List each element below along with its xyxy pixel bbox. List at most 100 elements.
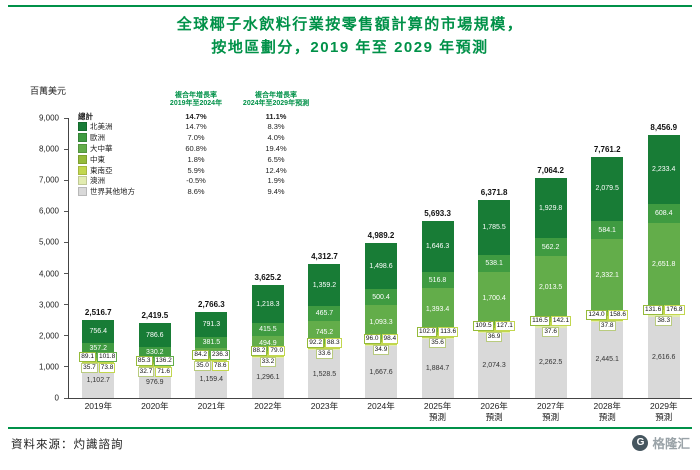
- small-segments-callout: 89.1 101.8 35.7 73.8: [62, 351, 135, 373]
- bar-column: 1,528.5 745.2 465.7 1,359.2 4,312.7 92.2 88.3 3…: [296, 118, 353, 398]
- y-axis-tick-mark: [64, 241, 68, 243]
- bar-segment: 500.4: [365, 289, 397, 306]
- bar-segment: [308, 346, 341, 350]
- segment-value-label: 1,785.5: [482, 224, 506, 232]
- bar-total-label: 8,456.9: [650, 122, 678, 132]
- segment-value-label: 516.8: [428, 276, 447, 284]
- y-axis-tick-mark: [64, 179, 68, 181]
- small-segment-value: 101.8: [96, 351, 118, 362]
- bar-segment: 465.7: [308, 306, 341, 321]
- legend-cagr-2024-2029-value: 19.4%: [265, 144, 287, 154]
- y-axis-tick-label: 9,000: [38, 113, 59, 123]
- x-axis-year: 2021年: [197, 401, 226, 411]
- legend-header-cagr-2019-2024: 複合年增長率 2019年至2024年: [162, 92, 230, 109]
- y-axis-tick-mark: [64, 273, 68, 275]
- legend-cagr-2019-2024-value: 14.7%: [185, 111, 207, 121]
- legend-region-name: 中東: [90, 154, 105, 164]
- bar-column: 1,667.6 1,093.3 500.4 1,498.6 4,989.2 96.0 98.…: [353, 118, 410, 398]
- stacked-bar: 1,528.5 745.2 465.7 1,359.2: [308, 263, 341, 398]
- bar-column: 2,262.5 2,013.5 562.2 1,929.8 7,064.2 116.5 14…: [522, 118, 579, 398]
- segment-value-label: 1,528.5: [312, 370, 337, 378]
- bar-segment: [591, 315, 624, 321]
- legend-swatch: [78, 133, 87, 143]
- bar-segment: [195, 360, 228, 362]
- segment-value-label: 1,700.4: [482, 295, 506, 303]
- small-segment-value: 102.9: [417, 327, 438, 338]
- small-segments-callout: 92.2 88.3 33.6: [288, 338, 361, 360]
- legend-cagr-2019-2024-value: 7.0%: [187, 133, 205, 143]
- callout-row: 96.0 98.4: [363, 334, 399, 345]
- bar-segment: 791.3: [195, 312, 228, 337]
- bar-column: 2,445.1 2,332.1 584.1 2,079.5 7,761.2 124.0 15…: [579, 118, 636, 398]
- segment-value-label: 2,332.1: [595, 272, 619, 280]
- stacked-bar: 2,074.3 1,700.4 538.1 1,785.5: [478, 199, 511, 398]
- legend-row: 大中華 60.8% 19.4%: [78, 143, 322, 154]
- callout-row: 84.2 236.3: [192, 349, 231, 360]
- bar-column: 2,616.6 2,651.8 608.4 2,233.4 8,456.9 131.6 17…: [635, 118, 692, 398]
- x-axis-labels: 2019年 2020年 2021年 2022年 2023年 2024年 2025年 預測 202…: [70, 401, 692, 422]
- bar-segment: [421, 334, 454, 339]
- bar-segment: 562.2: [534, 238, 567, 256]
- y-axis: 0 1,000 2,000 3,000 4,000 5,000 6,000 7,000 8,00…: [0, 114, 68, 403]
- legend-row: 總計 14.7% 11.1%: [78, 111, 322, 122]
- segment-value-label: 562.2: [541, 243, 560, 251]
- segment-value-label: 1,296.1: [256, 374, 280, 382]
- legend-row: 東南亞 5.9% 12.4%: [78, 165, 322, 176]
- legend-swatch: [78, 187, 87, 197]
- callout-row: 89.1 101.8: [79, 351, 118, 362]
- callout-row: 38.3: [655, 315, 673, 326]
- legend-cagr-2019-2024-value: 1.8%: [187, 154, 205, 164]
- small-segment-value: 124.0: [586, 309, 607, 320]
- legend-header-cagr2-line2: 2024年至2029年預測: [242, 100, 310, 108]
- small-segment-value: 236.3: [210, 349, 231, 360]
- stacked-bar: 1,102.7 357.2 756.4: [82, 319, 115, 398]
- legend-rows: 總計 14.7% 11.1% 北美洲 14.7% 8.3% 歐洲 7.0% 4.0% 大中華 60.…: [78, 111, 322, 197]
- bar-column: 1,296.1 494.9 415.5 1,218.3 3,625.2 88.2 79.0 3…: [240, 118, 297, 398]
- segment-value-label: 538.1: [485, 260, 503, 268]
- small-segment-value: 32.7: [137, 366, 155, 377]
- y-axis-tick-label: 6,000: [38, 206, 59, 216]
- chart-title-line2: 按地區劃分，2019 年至 2029 年預測: [211, 39, 489, 57]
- bar-segment: 2,074.3: [478, 333, 511, 398]
- y-axis-tick-mark: [64, 210, 68, 212]
- small-segment-value: 89.1: [79, 351, 96, 362]
- y-axis-tick-mark: [64, 397, 68, 399]
- legend-cagr-2019-2024-value: 14.7%: [185, 122, 207, 132]
- stacked-bar: 2,445.1 2,332.1 584.1 2,079.5: [591, 156, 624, 398]
- small-segments-callout: 124.0 158.6 37.8: [571, 309, 644, 331]
- legend-row-label: 北美洲: [78, 121, 162, 132]
- bar-segment: [534, 322, 567, 327]
- bar-segment: 357.2: [82, 343, 115, 355]
- bar-segment: [421, 331, 454, 335]
- segment-value-label: 465.7: [315, 309, 334, 317]
- segment-value-label: 494.9: [259, 340, 277, 348]
- bar-total-label: 4,312.7: [311, 251, 338, 261]
- segment-value-label: 2,233.4: [652, 166, 676, 174]
- small-segments-callout: 109.5 127.1 36.9: [458, 321, 531, 343]
- segment-value-label: 791.3: [202, 320, 221, 328]
- segment-value-label: 1,102.7: [86, 377, 110, 385]
- legend-header-cagr1-line2: 2019年至2024年: [169, 100, 223, 108]
- small-segment-value: 127.1: [494, 321, 515, 332]
- legend-row: 世界其他地方 8.6% 9.4%: [78, 186, 322, 197]
- logo-icon: G: [632, 434, 649, 451]
- x-axis-forecast-tag: 預測: [598, 411, 616, 422]
- x-axis-year: 2024年: [367, 401, 395, 411]
- segment-value-label: 381.5: [202, 339, 221, 347]
- x-axis-year: 2025年: [423, 401, 452, 411]
- bar-column: 976.9 330.2 786.6 2,419.5 85.3 136.2 32.7 71.6: [127, 118, 184, 398]
- segment-value-label: 1,093.3: [369, 318, 393, 326]
- segment-value-label: 415.5: [259, 326, 277, 334]
- y-axis-tick-mark: [64, 117, 68, 119]
- legend-row: 中東 1.8% 6.5%: [78, 154, 322, 165]
- callout-row: 37.6: [542, 326, 559, 337]
- segment-value-label: 330.2: [146, 348, 164, 356]
- segment-value-label: 1,393.4: [425, 306, 450, 314]
- bar-total-label: 3,625.2: [254, 273, 282, 283]
- y-axis-unit-label: 百萬美元: [30, 86, 67, 96]
- y-axis-tick-label: 1,000: [38, 362, 59, 372]
- bar-segment: 1,884.7: [421, 339, 454, 398]
- x-axis-label: 2021年: [183, 401, 240, 422]
- small-segment-value: 113.6: [438, 327, 459, 338]
